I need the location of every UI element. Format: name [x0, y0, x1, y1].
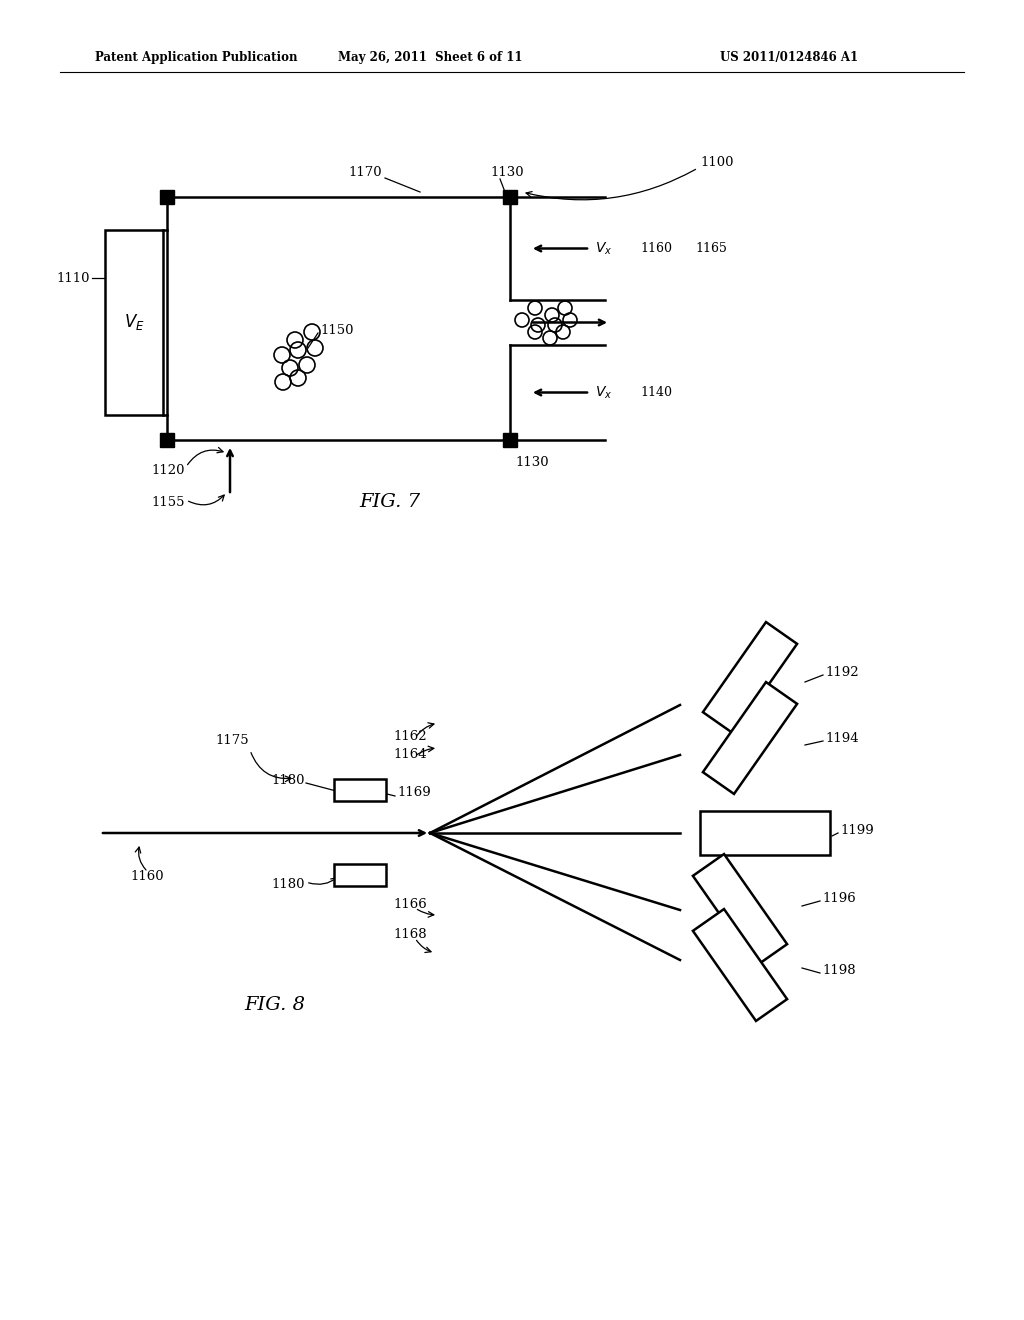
Text: 1194: 1194 — [825, 731, 859, 744]
Bar — [700, 810, 830, 855]
Text: 1180: 1180 — [271, 879, 305, 891]
Text: Patent Application Publication: Patent Application Publication — [95, 51, 298, 65]
Text: 1196: 1196 — [822, 891, 856, 904]
Text: 1110: 1110 — [56, 272, 90, 285]
Text: 1155: 1155 — [152, 495, 185, 508]
Text: 1160: 1160 — [130, 870, 164, 883]
Text: 1199: 1199 — [840, 824, 873, 837]
Text: $V_x$: $V_x$ — [595, 240, 612, 256]
Text: 1160: 1160 — [640, 242, 672, 255]
Text: 1150: 1150 — [319, 323, 353, 337]
Text: 1130: 1130 — [490, 165, 523, 178]
Text: 1198: 1198 — [822, 964, 856, 977]
Text: 1162: 1162 — [393, 730, 427, 743]
Bar — [334, 779, 386, 801]
Bar — [160, 433, 174, 447]
Text: 1180: 1180 — [271, 774, 305, 787]
Text: 1140: 1140 — [640, 385, 672, 399]
Polygon shape — [693, 854, 787, 966]
Text: 1100: 1100 — [700, 157, 733, 169]
Text: 1165: 1165 — [695, 242, 727, 255]
Text: 1170: 1170 — [348, 165, 382, 178]
Text: US 2011/0124846 A1: US 2011/0124846 A1 — [720, 51, 858, 65]
Text: FIG. 7: FIG. 7 — [359, 492, 421, 511]
Text: FIG. 8: FIG. 8 — [245, 997, 305, 1014]
Bar — [105, 230, 163, 414]
Polygon shape — [702, 622, 797, 734]
Polygon shape — [702, 682, 797, 793]
Bar — [160, 190, 174, 205]
Text: 1192: 1192 — [825, 665, 859, 678]
Text: 1175: 1175 — [215, 734, 249, 747]
Text: $V_x$: $V_x$ — [595, 384, 612, 401]
Text: 1164: 1164 — [393, 748, 427, 762]
Polygon shape — [693, 909, 787, 1020]
Text: 1120: 1120 — [152, 463, 185, 477]
Text: 1169: 1169 — [397, 787, 431, 800]
Bar — [334, 865, 386, 886]
Bar — [503, 190, 517, 205]
Text: 1130: 1130 — [515, 455, 549, 469]
Text: 1166: 1166 — [393, 899, 427, 912]
Text: $V_E$: $V_E$ — [124, 313, 144, 333]
Text: 1168: 1168 — [393, 928, 427, 941]
Text: May 26, 2011  Sheet 6 of 11: May 26, 2011 Sheet 6 of 11 — [338, 51, 522, 65]
Bar — [503, 433, 517, 447]
